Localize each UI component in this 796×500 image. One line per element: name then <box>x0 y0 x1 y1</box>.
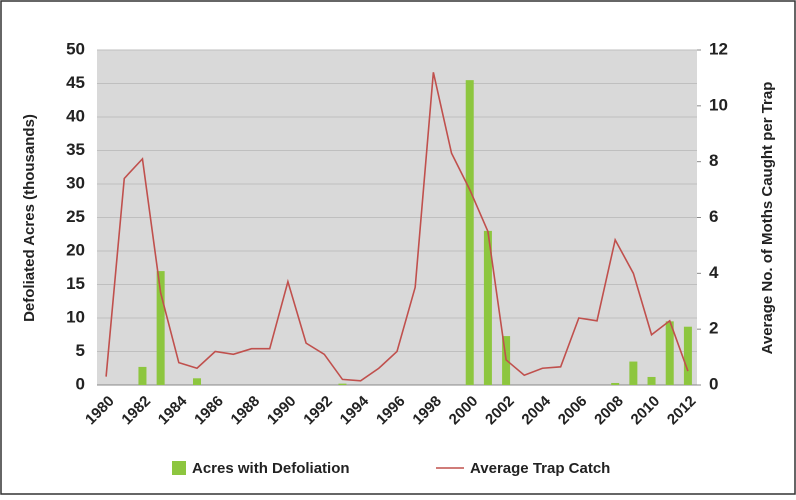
y2-tick-label: 10 <box>709 95 728 114</box>
bar <box>683 326 692 385</box>
y-tick-label: 25 <box>66 207 85 226</box>
bar <box>483 230 492 385</box>
y2-tick-label: 0 <box>709 374 718 393</box>
y-tick-label: 45 <box>66 73 85 92</box>
legend-swatch <box>172 461 186 475</box>
y2-tick-label: 8 <box>709 151 718 170</box>
bar <box>665 321 674 385</box>
y-tick-label: 15 <box>66 274 85 293</box>
y-tick-label: 35 <box>66 140 85 159</box>
y-tick-label: 0 <box>76 374 85 393</box>
bar <box>647 376 656 385</box>
y2-tick-label: 4 <box>709 263 719 282</box>
y-tick-label: 50 <box>66 39 85 58</box>
y-tick-label: 10 <box>66 307 85 326</box>
y-tick-label: 5 <box>76 341 85 360</box>
bar <box>465 80 474 386</box>
y2-tick-label: 12 <box>709 39 728 58</box>
legend-label: Acres with Defoliation <box>192 460 350 477</box>
y-tick-label: 30 <box>66 173 85 192</box>
line <box>105 72 689 382</box>
y-tick-label: 40 <box>66 106 85 125</box>
legend-label: Average Trap Catch <box>470 460 610 477</box>
y2-tick-label: 2 <box>709 319 718 338</box>
y-tick-label: 20 <box>66 240 85 259</box>
y2-axis-title: Average No. of Moths Caught per Trap <box>759 82 776 355</box>
bar <box>611 382 620 385</box>
bar <box>156 271 165 385</box>
y2-tick-label: 6 <box>709 207 718 226</box>
bar <box>193 378 201 385</box>
bar <box>338 383 347 385</box>
y-axis-title: Defoliated Acres (thousands) <box>21 114 38 322</box>
bar <box>629 361 638 385</box>
bar <box>138 366 147 385</box>
